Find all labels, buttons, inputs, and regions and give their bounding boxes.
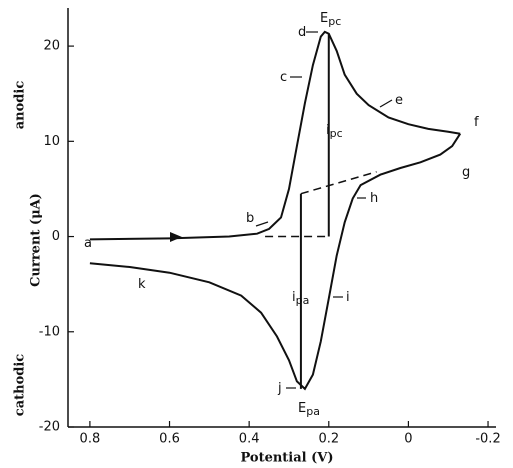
annotation-main: E <box>320 11 328 26</box>
anodic-label: anodic <box>13 81 28 130</box>
annotation-leader <box>255 221 269 227</box>
annotation-main: i <box>326 123 330 138</box>
annotation-sub: pa <box>296 294 310 307</box>
annotation-main: j <box>277 381 282 396</box>
annotation: c <box>280 70 287 85</box>
y-tick-label: -10 <box>39 324 60 339</box>
annotation: b <box>246 211 254 226</box>
cathodic-label: cathodic <box>13 354 28 416</box>
y-tick-label: -20 <box>39 420 60 435</box>
y-tick-label: 0 <box>52 229 60 244</box>
annotation: Epa <box>298 401 320 419</box>
annotation: h <box>370 191 378 206</box>
annotation: ipa <box>292 290 309 308</box>
x-tick-label: 0 <box>404 432 412 447</box>
y-tick-label: 20 <box>43 39 60 54</box>
x-tick-label: 0.6 <box>159 432 180 447</box>
annotation-main: i <box>346 290 350 305</box>
x-tick-label: 0.8 <box>80 432 101 447</box>
annotation-main: h <box>370 191 378 206</box>
annotation: f <box>474 115 479 130</box>
annotation: e <box>395 93 403 108</box>
annotation-leader <box>379 99 393 108</box>
curve <box>89 30 461 241</box>
x-tick-label: 0.2 <box>318 432 339 447</box>
annotation: Epc <box>320 11 341 29</box>
x-tick-label: 0.4 <box>239 432 260 447</box>
annotation: j <box>277 381 282 396</box>
annotation: a <box>84 236 92 251</box>
annotation-sub: pa <box>306 405 320 418</box>
annotation-main: E <box>298 401 306 416</box>
annotation: ipc <box>326 123 343 141</box>
y-axis-label: Current (μA) <box>29 193 44 287</box>
annotation-main: d <box>298 25 306 40</box>
annotation-main: a <box>84 236 92 251</box>
annotation-main: b <box>246 211 254 226</box>
annotation-main: g <box>462 165 470 180</box>
annotation-main: k <box>138 277 146 292</box>
arrow <box>170 232 182 242</box>
annotation-main: c <box>280 70 287 85</box>
annotation: g <box>462 165 470 180</box>
x-tick-label: -0.2 <box>475 432 500 447</box>
y-tick-label: 10 <box>43 134 60 149</box>
annotation-main: e <box>395 93 403 108</box>
annotation-sub: pc <box>328 15 341 28</box>
guide-line <box>300 171 377 195</box>
curve <box>89 133 462 391</box>
annotation-sub: pc <box>330 127 343 140</box>
annotation-main: i <box>292 290 296 305</box>
annotation: k <box>138 277 146 292</box>
annotation: d <box>298 25 306 40</box>
annotation-main: f <box>474 115 479 130</box>
annotation: i <box>346 290 350 305</box>
x-axis-label: Potential (V) <box>240 451 333 466</box>
